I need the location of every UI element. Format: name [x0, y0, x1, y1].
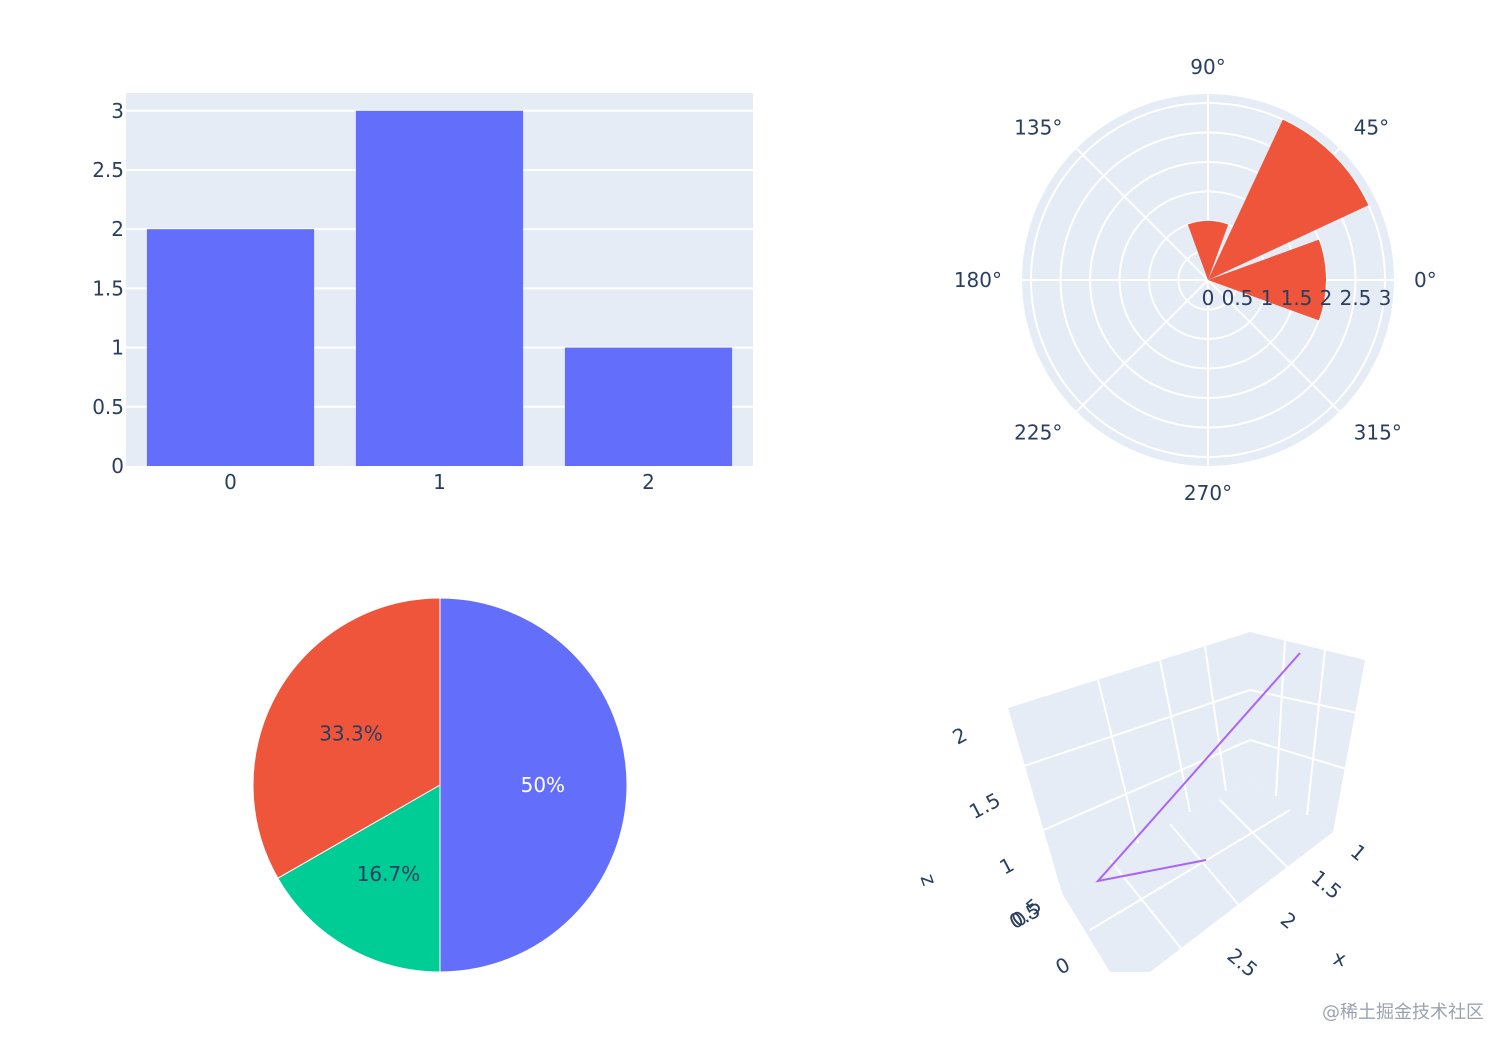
polar-angle-label: 135°	[1014, 115, 1062, 139]
pie-slice	[252, 597, 441, 879]
polar-bar	[1208, 239, 1326, 321]
bar-y-tick-label: 2	[111, 217, 124, 241]
polar-bars	[1187, 119, 1369, 321]
pie-label: 16.7%	[357, 862, 421, 886]
polar-angular-gridline	[1075, 147, 1209, 281]
z-tick-label: 2	[948, 722, 971, 749]
scene-wall-back-right	[1250, 632, 1365, 832]
bar-y-tick-label: 2.5	[92, 158, 124, 182]
polar-angle-label: 180°	[954, 268, 1002, 292]
polar-angle-label: 225°	[1014, 421, 1062, 445]
bar-x-tick-labels: 0 1 2	[224, 470, 655, 494]
x-axis-title: x	[1331, 945, 1349, 971]
scatter3d-chart: 2 1.5 1 0.5 0.5 0 z 1 1.5 2 2.5 x	[916, 632, 1371, 982]
polar-angle-label: 90°	[1190, 55, 1225, 79]
scatter3d-line	[1095, 652, 1301, 883]
polar-bar	[1208, 119, 1369, 280]
pie-slice	[277, 784, 441, 973]
bar-y-tick-label: 1.5	[92, 276, 124, 300]
bar-chart: 0 0.5 1 1.5 2 2.5 3 0 1 2	[92, 93, 753, 494]
polar-radial-label: 1	[1261, 286, 1274, 310]
bar-marks	[146, 110, 733, 466]
bar-y-tick-label: 0.5	[92, 395, 124, 419]
bar-x-tick-label: 0	[224, 470, 237, 494]
polar-radial-label: 0	[1202, 286, 1215, 310]
bar-y-tick-labels: 0 0.5 1 1.5 2 2.5 3	[92, 99, 124, 478]
pie-label: 33.3%	[319, 721, 383, 745]
polar-angle-label: 0°	[1414, 268, 1437, 292]
scene-floor	[1062, 780, 1333, 972]
x-tick-label: 2	[1276, 907, 1301, 934]
polar-angular-tick-labels: 0° 45° 90° 135° 180° 225° 270° 315°	[954, 55, 1437, 505]
bar-y-tick-label: 0	[111, 454, 124, 478]
polar-radial-label: 0.5	[1222, 286, 1254, 310]
bar-mark	[564, 347, 733, 466]
polar-radial-tick-labels: 0 0.5 1 1.5 2 2.5 3	[1202, 286, 1392, 310]
pie-slice	[439, 597, 628, 973]
bar-mark	[146, 229, 315, 466]
polar-bar	[1187, 221, 1229, 280]
z-tick-label: 1	[995, 852, 1018, 879]
bar-mark	[355, 110, 524, 466]
bar-y-tick-label: 3	[111, 99, 124, 123]
scene-gridlines	[1011, 639, 1363, 973]
polar-radial-label: 2.5	[1340, 286, 1372, 310]
z-axis-title: z	[916, 871, 942, 889]
polar-radial-label: 2	[1320, 286, 1333, 310]
polar-angular-gridline	[1207, 279, 1341, 413]
bar-x-tick-label: 2	[642, 470, 655, 494]
z-tick-label: 1.5	[965, 788, 1004, 824]
bar-y-tick-label: 1	[111, 336, 124, 360]
polar-bar-chart: 0° 45° 90° 135° 180° 225° 270° 315° 0 0.5 1 1.5 2 2.…	[954, 55, 1437, 505]
watermark: @稀土掘金技术社区	[1322, 1002, 1484, 1023]
polar-angular-gridline	[1075, 279, 1209, 413]
scene-wall-back-left	[1008, 632, 1250, 893]
pie-slices	[252, 597, 628, 973]
x-tick-label: 1	[1346, 839, 1371, 866]
polar-radial-label: 3	[1379, 286, 1392, 310]
bar-x-tick-label: 1	[433, 470, 446, 494]
pie-labels: 50% 16.7% 33.3%	[319, 721, 565, 886]
polar-angle-label: 315°	[1354, 421, 1402, 445]
z-tick-label: 0	[1051, 952, 1074, 979]
pie-label: 50%	[521, 773, 565, 797]
pie-chart: 50% 16.7% 33.3%	[252, 597, 628, 973]
polar-angle-label: 45°	[1354, 115, 1389, 139]
polar-angle-label: 270°	[1184, 481, 1232, 505]
x-tick-label: 2.5	[1223, 943, 1263, 982]
x-tick-label: 1.5	[1307, 865, 1347, 904]
polar-radial-label: 1.5	[1281, 286, 1313, 310]
